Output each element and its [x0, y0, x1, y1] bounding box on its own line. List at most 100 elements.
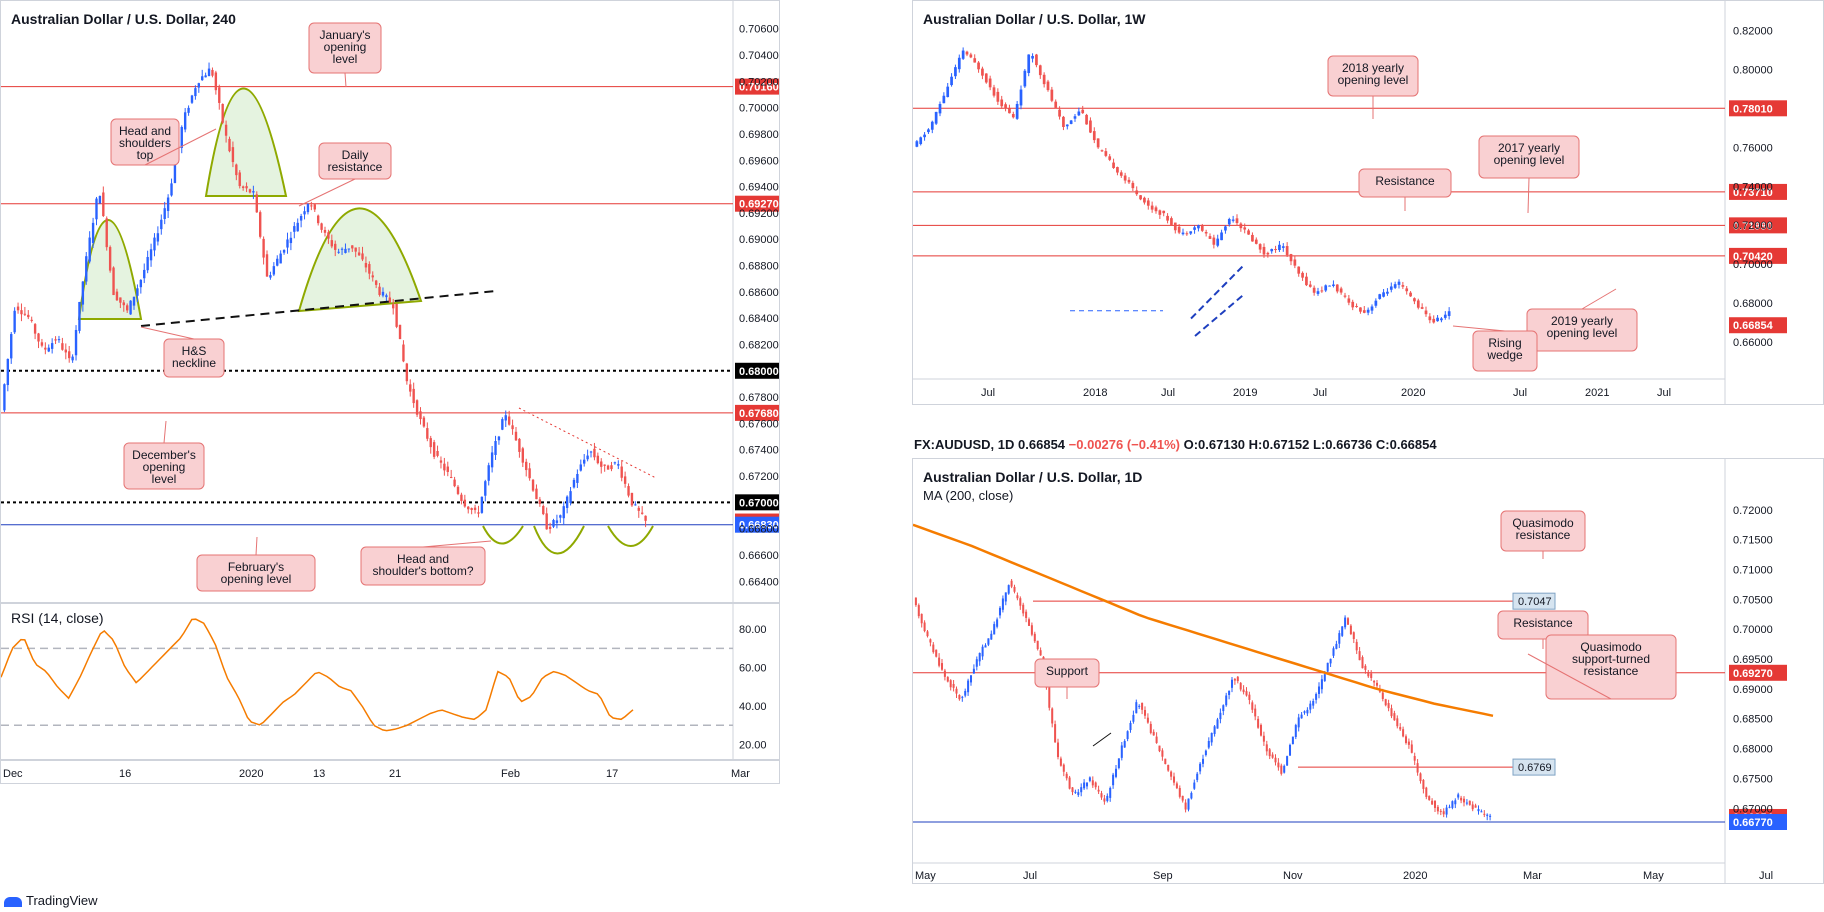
- price-tick-label: 0.68600: [739, 287, 779, 299]
- price-tick-label: 0.68000: [1733, 744, 1773, 756]
- candle-body: [1332, 648, 1335, 656]
- rsi-panel[interactable]: RSI (14, close) 80.00 60.00 40.00 20.00: [0, 603, 780, 760]
- d1-chart-panel[interactable]: Australian Dollar / U.S. Dollar, 1D MA (…: [912, 458, 1824, 884]
- time-tick-label: Nov: [1283, 870, 1303, 882]
- candle-body: [1281, 246, 1285, 248]
- zone-label-box: [1512, 758, 1556, 776]
- candle-body: [1141, 702, 1144, 710]
- candle-body: [1328, 285, 1331, 287]
- footer-brand[interactable]: TradingView: [4, 893, 98, 908]
- candle-body: [1207, 740, 1210, 748]
- candle-body: [518, 438, 521, 452]
- candle-body: [88, 237, 91, 262]
- candle-body: [190, 95, 194, 103]
- candle-body: [1022, 604, 1025, 614]
- candle-body: [467, 506, 470, 510]
- candle-body: [1483, 813, 1486, 815]
- candle-body: [1477, 809, 1480, 812]
- candle-body: [1119, 172, 1123, 176]
- price-tick-label: 0.69000: [739, 234, 779, 246]
- price-tick-label: 60.00: [739, 663, 767, 675]
- w1-chart-panel[interactable]: Australian Dollar / U.S. Dollar, 1W 0.78…: [912, 0, 1824, 405]
- candle-body: [1004, 104, 1007, 109]
- price-tick-label: 20.00: [739, 739, 767, 751]
- candle-body: [160, 219, 163, 230]
- candle-body: [1088, 777, 1091, 781]
- candle-body: [115, 291, 119, 301]
- candle-body: [1332, 284, 1335, 287]
- candle-body: [1083, 782, 1086, 789]
- candle-body: [1092, 131, 1096, 141]
- candle-body: [1155, 736, 1158, 743]
- time-tick-label: Jul: [981, 387, 995, 399]
- candle-body: [112, 267, 115, 296]
- ma200-line: [913, 523, 1494, 718]
- candle-body: [484, 481, 487, 496]
- candle-body: [13, 310, 16, 333]
- candle-body: [967, 680, 970, 693]
- candle-body: [1027, 54, 1031, 74]
- annotation-text: resistance: [1584, 664, 1639, 678]
- candle-body: [923, 622, 926, 632]
- candle-body: [378, 286, 381, 295]
- candle-body: [1027, 619, 1031, 626]
- candle-body: [1138, 705, 1141, 707]
- candle-body: [1100, 793, 1103, 798]
- annotation-text: opening level: [221, 572, 292, 586]
- candle-body: [977, 62, 980, 70]
- price-tick-label: 0.71000: [1733, 565, 1773, 577]
- candle-body: [1135, 190, 1139, 195]
- candle-body: [402, 344, 405, 362]
- candle-body: [1039, 650, 1042, 656]
- candle-body: [1208, 236, 1212, 239]
- candle-body: [1091, 780, 1094, 786]
- candle-body: [1373, 680, 1376, 683]
- candle-body: [1428, 316, 1432, 321]
- candle-body: [71, 356, 74, 361]
- candle-body: [972, 668, 975, 674]
- candle-body: [1008, 108, 1011, 114]
- candle-body: [327, 232, 330, 239]
- price-tick-label: 0.70200: [739, 76, 779, 88]
- annotation-text: Support: [1046, 664, 1089, 678]
- candle-body: [1065, 773, 1068, 779]
- candle-body: [1308, 284, 1312, 287]
- candle-body: [1277, 762, 1280, 768]
- candle-body: [958, 695, 961, 700]
- candle-body: [443, 463, 446, 471]
- candle-body: [398, 324, 402, 340]
- candle-body: [996, 619, 999, 627]
- candle-body: [1033, 633, 1036, 642]
- candle-body: [1170, 771, 1173, 777]
- candle-body: [1216, 238, 1220, 246]
- annotation-text: wedge: [1486, 348, 1523, 362]
- candle-body: [579, 464, 582, 471]
- candle-body: [559, 515, 562, 518]
- candle-body: [1001, 598, 1004, 610]
- price-tick-label: 0.69200: [739, 208, 779, 220]
- candle-body: [276, 258, 279, 266]
- price-tick-label: 80.00: [739, 624, 767, 636]
- price-label-box: [1729, 183, 1787, 200]
- candle-body: [1409, 292, 1412, 297]
- candle-body: [1219, 712, 1222, 720]
- candle-body: [640, 512, 644, 514]
- h4-chart-panel[interactable]: Australian Dollar / U.S. Dollar, 240 0.7…: [0, 0, 780, 603]
- price-tick-label: 0.67200: [739, 471, 779, 483]
- d1-chart-svg: 0.692700.668540.667700.70470.6769MayJulS…: [913, 459, 1787, 883]
- candle-body: [1201, 758, 1205, 764]
- annotation-text: shoulder's bottom?: [372, 564, 473, 578]
- candle-body: [600, 461, 603, 467]
- candle-body: [1154, 207, 1158, 212]
- candle-body: [54, 339, 57, 341]
- candle-body: [480, 496, 484, 513]
- candle-body: [320, 223, 323, 230]
- candle-body: [1073, 116, 1077, 119]
- candle-body: [183, 112, 187, 130]
- time-tick-label: May: [915, 870, 936, 882]
- price-tick-label: 0.68000: [1733, 298, 1773, 310]
- price-label: 0.67000: [739, 497, 779, 509]
- candle-body: [1419, 773, 1422, 782]
- candle-body: [1293, 259, 1297, 266]
- candle-body: [552, 520, 555, 527]
